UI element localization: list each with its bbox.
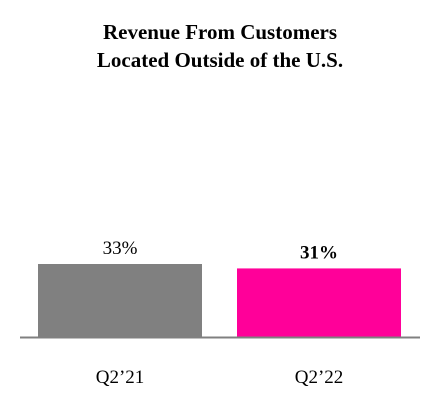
bars-group <box>38 264 401 337</box>
chart-title-line-2: Located Outside of the U.S. <box>96 48 344 72</box>
value-label-2: 31% <box>300 242 338 263</box>
chart-title: Revenue From Customers Located Outside o… <box>0 18 440 74</box>
value-labels-group: 33% 31% <box>103 238 338 263</box>
category-label-1: Q2’21 <box>96 367 145 388</box>
category-labels-group: Q2’21 Q2’22 <box>96 367 344 388</box>
bar-1 <box>38 264 202 337</box>
category-label-2: Q2’22 <box>295 367 344 388</box>
bar-2 <box>237 268 401 337</box>
chart-title-line-1: Revenue From Customers <box>102 20 338 44</box>
value-label-1: 33% <box>103 238 138 259</box>
